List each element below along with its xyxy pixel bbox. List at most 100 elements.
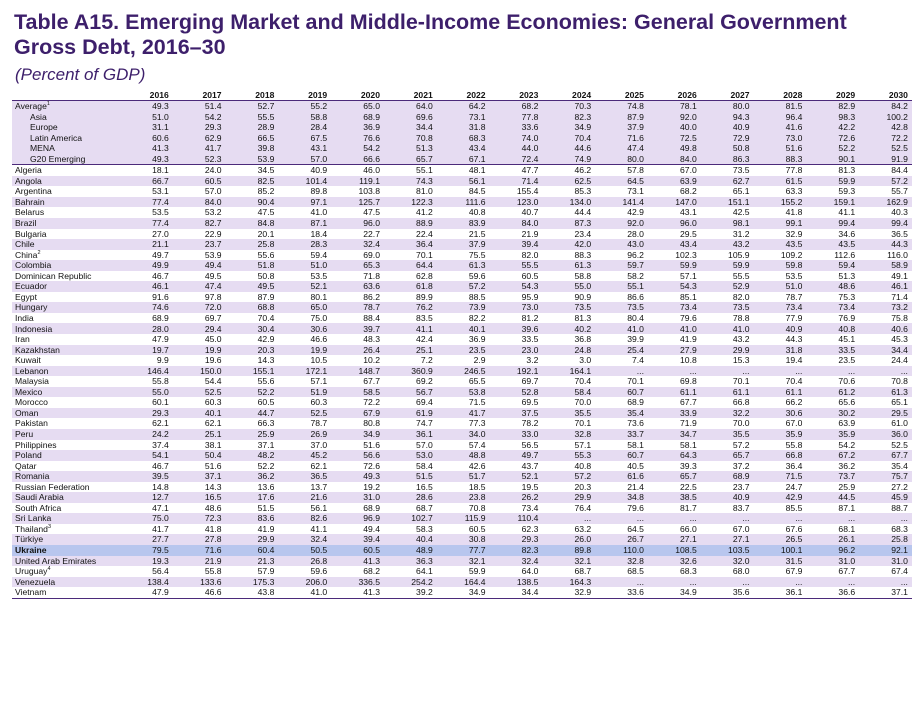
table-cell: 27.1 xyxy=(647,534,701,545)
table-cell: 86.6 xyxy=(627,291,644,302)
table-cell: 79.5 xyxy=(120,544,173,556)
table-cell: 49.8 xyxy=(647,143,701,154)
row-label: Qatar xyxy=(15,460,37,471)
table-cell: 71.8 xyxy=(363,270,380,281)
table-cell: ... xyxy=(753,365,807,377)
table-cell: 43.1 xyxy=(278,143,332,154)
table-row: Europe 31.1 29.3 28.9 28.4 36.9 34.4 31.8 33.6 34… xyxy=(12,122,912,133)
table-cell: 99.4 xyxy=(859,218,912,229)
table-cell: 41.1 xyxy=(310,523,328,534)
table-cell: 18.5 xyxy=(468,481,486,492)
table-cell: 59.9 xyxy=(468,566,486,577)
table-row: Lebanon 146.4 150.0 155.1 172.1 148.7 360.9 246… xyxy=(12,365,912,377)
table-cell: ... xyxy=(595,365,648,377)
table-cell: 29.9 xyxy=(700,344,754,356)
table-cell: 33.5 xyxy=(521,334,539,345)
row-label: Türkiye xyxy=(12,534,120,545)
table-cell: 41.0 xyxy=(595,323,648,335)
table-cell: 41.7 xyxy=(436,407,490,419)
table-cell: 52.2 xyxy=(806,143,860,154)
table-cell: 32.0 xyxy=(700,555,754,567)
table-cell: ... xyxy=(647,365,701,377)
table-cell: 51.9 xyxy=(278,386,332,398)
table-cell: 2.9 xyxy=(473,355,486,366)
table-cell: 13.6 xyxy=(257,481,275,492)
table-cell: 33.7 xyxy=(595,428,648,440)
table-cell: 73.5 xyxy=(542,302,596,313)
table-row: Angola 66.7 60.5 82.5 101.4 119.1 74.3 56.1 71.4… xyxy=(12,175,912,187)
table-cell: 92.0 xyxy=(595,218,648,229)
table-cell: 44.3 xyxy=(859,239,912,250)
table-cell: 23.7 xyxy=(732,481,750,492)
table-row: Malaysia 55.8 54.4 55.6 57.1 67.7 69.2 65.5 69.7… xyxy=(12,376,912,387)
table-cell: 88.3 xyxy=(753,153,807,166)
table-cell: 69.5 xyxy=(521,397,539,408)
row-label: Romania xyxy=(12,471,120,482)
table-cell: 41.3 xyxy=(120,143,173,154)
table-cell: 41.0 xyxy=(278,587,332,599)
table-cell: 30.6 xyxy=(278,323,332,335)
table-cell: 35.6 xyxy=(700,587,754,599)
table-cell: 65.7 xyxy=(647,471,701,482)
table-cell: 65.0 xyxy=(278,302,332,313)
table-cell: 44.0 xyxy=(489,143,543,154)
table-cell: 31.0 xyxy=(859,555,912,567)
table-cell: 32.1 xyxy=(436,555,490,567)
table-cell: 78.7 xyxy=(785,291,803,302)
table-cell: 73.2 xyxy=(859,302,912,313)
table-cell: 69.8 xyxy=(680,376,697,387)
table-cell: 89.8 xyxy=(310,186,328,197)
table-cell: 36.4 xyxy=(785,460,803,471)
table-cell: 55.5 xyxy=(225,111,279,123)
row-label: Poland xyxy=(12,450,120,461)
table-cell: 29.5 xyxy=(859,407,912,419)
table-cell: 58.9 xyxy=(859,260,912,271)
table-row: Saudi Arabia 12.7 16.5 17.6 21.6 31.0 28.6 23.8… xyxy=(12,492,912,503)
table-cell: 37.4 xyxy=(152,439,169,450)
table-cell: 36.2 xyxy=(225,471,279,482)
table-cell: 40.1 xyxy=(172,407,226,419)
table-cell: 20.1 xyxy=(257,228,275,239)
table-cell: 61.1 xyxy=(647,386,701,398)
table-cell: 21.6 xyxy=(278,492,332,503)
table-cell: 39.9 xyxy=(627,334,644,345)
table-cell: 31.0 xyxy=(806,555,860,567)
table-cell: 59.4 xyxy=(806,260,860,271)
table-cell: 42.9 xyxy=(627,207,644,218)
table-cell: 90.4 xyxy=(225,196,279,208)
row-label: MENA xyxy=(12,143,120,154)
table-cell: 25.4 xyxy=(595,344,648,356)
table-cell: 78.2 xyxy=(521,418,539,429)
table-cell: 87.1 xyxy=(838,502,856,513)
table-cell: 57.2 xyxy=(732,439,750,450)
table-cell: 81.5 xyxy=(753,100,807,112)
table-cell: 60.5 xyxy=(521,270,539,281)
table-cell: 46.0 xyxy=(363,165,380,176)
table-cell: 84.8 xyxy=(225,218,279,229)
row-label: Bahrain xyxy=(12,196,120,208)
table-cell: 73.1 xyxy=(436,111,490,123)
row-label: Morocco xyxy=(15,397,48,408)
table-cell: 28.6 xyxy=(383,492,437,503)
table-cell: 51.6 xyxy=(204,460,222,471)
table-row: Hungary 74.6 72.0 68.8 65.0 78.7 76.2 73.9 73.0 7… xyxy=(12,302,912,313)
table-cell: 42.5 xyxy=(732,207,750,218)
table-cell: 40.8 xyxy=(468,207,486,218)
table-cell: 40.2 xyxy=(542,323,596,335)
table-cell: 67.4 xyxy=(891,566,908,577)
table-row: Uruguay4 56.4 55.8 57.9 59.6 68.2 64.1 59.9 64.0… xyxy=(12,566,912,577)
table-cell: 31.8 xyxy=(753,344,807,356)
table-cell: 67.0 xyxy=(732,523,750,534)
table-cell: 82.5 xyxy=(225,175,279,187)
table-cell: 70.4 xyxy=(542,132,596,144)
table-cell: 34.9 xyxy=(542,122,596,133)
table-cell: 43.5 xyxy=(806,239,860,250)
table-cell: 44.4 xyxy=(574,207,592,218)
table-cell: 61.9 xyxy=(383,407,437,419)
table-cell: 19.5 xyxy=(521,481,539,492)
table-cell: 55.8 xyxy=(152,376,169,387)
table-cell: 37.0 xyxy=(310,439,328,450)
table-cell: 336.5 xyxy=(331,576,384,588)
table-cell: 77.8 xyxy=(489,111,543,123)
table-cell: 60.5 xyxy=(172,175,226,187)
